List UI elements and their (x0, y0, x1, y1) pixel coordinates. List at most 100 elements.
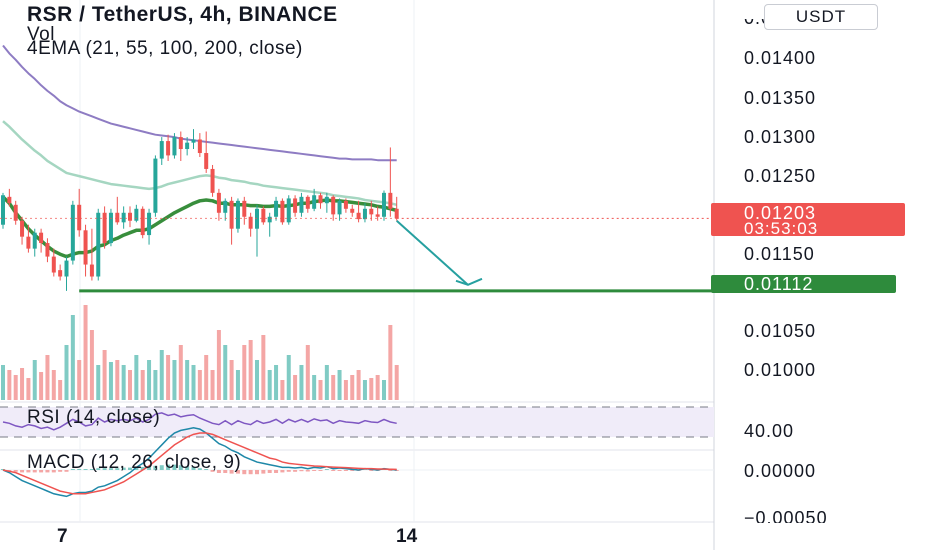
candle-body (45, 243, 50, 257)
macd-histogram-bar (96, 468, 101, 470)
price-tick: 0.01050 (744, 321, 817, 341)
volume-bar (362, 380, 367, 400)
macd-histogram-bar (242, 470, 247, 475)
candle-body (153, 158, 158, 213)
candle-body (58, 270, 63, 277)
currency-button[interactable]: USDT (764, 4, 878, 30)
ema-legend: 4EMA (21, 55, 100, 200, close) (27, 38, 303, 59)
macd-histogram-bar (134, 467, 139, 470)
macd-signal-line (2, 432, 397, 495)
macd-tick: 0.00000 (744, 461, 817, 481)
macd-histogram-bar (369, 470, 374, 471)
candle-body (242, 200, 247, 217)
volume-bar (134, 355, 139, 400)
volume-bar (324, 365, 329, 400)
macd-histogram-bar (45, 470, 50, 473)
macd-histogram-bar (223, 470, 228, 473)
volume-bar (128, 370, 132, 400)
candle-body (356, 212, 361, 220)
volume-bar (267, 370, 272, 400)
macd-histogram-bar (32, 470, 37, 473)
volume-bar (153, 370, 158, 400)
macd-histogram-bar (108, 468, 113, 470)
candle-body (324, 196, 329, 204)
volume-bar (286, 355, 291, 400)
macd-histogram-bar (229, 470, 234, 474)
candle-body (7, 196, 12, 204)
macd-histogram-bar (286, 470, 291, 472)
candle-body (394, 208, 399, 219)
volume-bar (70, 315, 75, 400)
volume-bar (382, 380, 386, 400)
macd-histogram-bar (115, 468, 120, 470)
time-tick: 7 (57, 526, 68, 547)
volume-bar (45, 355, 50, 400)
volume-bar (13, 375, 18, 400)
macd-legend: MACD (12, 26, close, 9) (27, 452, 242, 473)
volume-bar (394, 365, 399, 400)
volume-bar (337, 370, 342, 400)
macd-histogram-bar (337, 470, 342, 471)
volume-bar (280, 380, 285, 400)
volume-bar (255, 360, 259, 400)
macd-histogram-bar (58, 470, 63, 472)
volume-bar (96, 365, 101, 400)
rsi-band (0, 407, 714, 437)
candle-body (26, 236, 31, 249)
volume-bar (172, 360, 177, 400)
candle-body (312, 195, 317, 209)
volume-bar (305, 345, 310, 400)
volume-bar (216, 330, 221, 400)
volume-bar (343, 380, 348, 400)
rsi-tick: 40.00 (744, 421, 795, 441)
macd-histogram-bar (324, 469, 329, 470)
projection-arrowhead (455, 277, 483, 286)
volume-bar (185, 360, 190, 400)
volume-bar (210, 370, 215, 400)
price-tick: 0.01000 (744, 360, 817, 380)
macd-histogram-bar (191, 467, 196, 470)
macd-histogram-bar (83, 469, 88, 470)
candle-body (102, 212, 107, 244)
volume-bar (204, 355, 209, 400)
macd-histogram-bar (274, 470, 279, 473)
candle-body (96, 212, 101, 277)
macd-histogram-bar (166, 464, 171, 470)
candle-body (77, 204, 82, 231)
macd-histogram-bar (197, 468, 202, 470)
volume-bar (388, 325, 393, 400)
volume-bar (7, 370, 12, 400)
candle-body (115, 212, 120, 223)
macd-histogram-bar (331, 470, 336, 471)
volume-bar (20, 368, 25, 400)
candle-body (343, 200, 348, 209)
volume-bar (147, 360, 152, 400)
macd-histogram-bar (185, 466, 190, 470)
candle-body (274, 200, 279, 217)
macd-histogram-bar (350, 470, 355, 471)
candle-body (248, 216, 253, 229)
macd-line (2, 426, 397, 498)
macd-histogram-bar (26, 470, 31, 473)
candle-body (1, 195, 5, 225)
price-tick: 0.01150 (744, 244, 815, 264)
macd-histogram-bar (39, 470, 44, 473)
price-tick: 0.01400 (744, 48, 817, 68)
candle-body (388, 192, 393, 209)
candle-body (286, 198, 291, 223)
macd-histogram-bar (388, 470, 393, 471)
price-tick: 0.01350 (744, 88, 817, 108)
volume-bar (102, 350, 107, 400)
volume-bar (312, 375, 317, 400)
candle-body (185, 142, 190, 150)
volume-legend: Vol (27, 24, 55, 45)
horizontal-line-price-badge[interactable]: 0.01112 (711, 275, 896, 293)
macd-histogram-bar (255, 470, 259, 475)
volume-bar (235, 370, 240, 400)
volume-bar (39, 372, 44, 400)
candle-body (261, 208, 266, 223)
candle-body (267, 216, 272, 223)
volume-bar (261, 335, 266, 400)
candle-body (318, 195, 323, 204)
